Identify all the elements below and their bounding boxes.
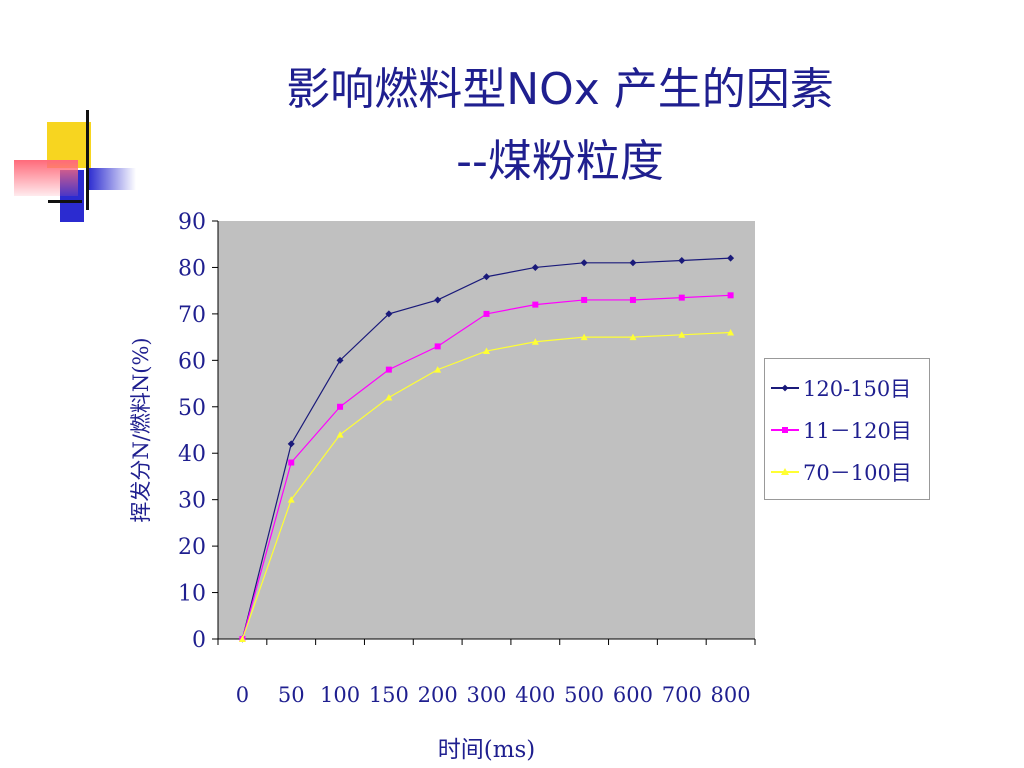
chart-legend: 120-150目 11－120目 70－100目 — [764, 358, 930, 500]
data-point — [678, 256, 686, 264]
data-point — [238, 635, 246, 642]
y-tick-label: 80 — [178, 256, 206, 281]
x-tick-label: 700 — [662, 683, 702, 707]
legend-swatch — [771, 382, 799, 394]
data-point — [580, 333, 588, 341]
y-tick-label: 40 — [178, 442, 206, 467]
data-point — [337, 403, 344, 410]
data-point — [727, 328, 735, 336]
legend-label: 11－120目 — [803, 419, 912, 443]
x-tick-label: 400 — [515, 683, 555, 707]
plot-area — [218, 221, 755, 639]
x-axis-title: 时间(ms) — [438, 737, 536, 763]
data-point — [483, 347, 490, 355]
legend-swatch — [771, 424, 799, 436]
decor-blue-bar — [88, 168, 136, 190]
data-point — [727, 292, 734, 299]
legend-item: 120-150目 — [771, 373, 911, 403]
x-tick-label: 800 — [711, 683, 751, 707]
data-point — [580, 259, 588, 267]
y-tick-label: 70 — [178, 303, 206, 328]
x-tick-label: 200 — [418, 683, 458, 707]
data-point — [531, 338, 539, 345]
data-point — [483, 273, 490, 281]
data-point — [531, 263, 539, 271]
legend-item: 70－100目 — [771, 457, 912, 487]
slide-subtitle: --煤粉粒度 — [456, 136, 664, 187]
data-point — [581, 296, 588, 303]
data-point — [336, 431, 344, 438]
data-point — [385, 366, 392, 373]
y-tick-label: 90 — [178, 210, 206, 235]
decor-vertical-line — [86, 110, 89, 210]
data-point — [336, 356, 344, 364]
y-tick-label: 30 — [178, 489, 206, 514]
y-tick-label: 20 — [178, 535, 206, 560]
legend-swatch — [771, 466, 799, 478]
data-point — [288, 459, 295, 466]
data-point — [629, 296, 636, 303]
data-point — [532, 301, 539, 308]
data-point — [385, 310, 393, 318]
data-point — [434, 296, 442, 304]
data-point — [287, 496, 295, 503]
legend-item: 11－120目 — [771, 415, 912, 445]
data-point — [629, 333, 637, 341]
y-tick-label: 10 — [178, 582, 206, 607]
y-axis-title: 挥发分N/燃料N(%) — [129, 337, 153, 522]
data-point — [434, 366, 442, 373]
data-point — [483, 310, 490, 317]
y-tick-label: 0 — [192, 628, 206, 653]
x-tick-label: 600 — [613, 683, 653, 707]
y-tick-label: 60 — [178, 349, 206, 374]
data-point — [727, 254, 735, 262]
data-point — [629, 259, 637, 267]
data-point — [287, 440, 295, 448]
data-point — [678, 294, 685, 301]
x-tick-label: 100 — [320, 683, 360, 707]
data-point — [434, 343, 441, 350]
legend-label: 120-150目 — [803, 377, 912, 401]
x-tick-label: 500 — [564, 683, 604, 707]
x-tick-label: 50 — [278, 683, 305, 707]
decor-horizontal-line — [48, 200, 82, 203]
data-point — [678, 331, 686, 338]
decor-red-block — [14, 160, 78, 196]
x-tick-label: 150 — [369, 683, 409, 707]
x-tick-label: 300 — [466, 683, 506, 707]
data-point — [385, 393, 393, 401]
legend-label: 70－100目 — [803, 461, 912, 485]
y-tick-label: 50 — [178, 396, 206, 421]
x-tick-label: 0 — [236, 683, 249, 707]
slide-title: 影响燃料型NOx 产生的因素 — [286, 64, 834, 115]
